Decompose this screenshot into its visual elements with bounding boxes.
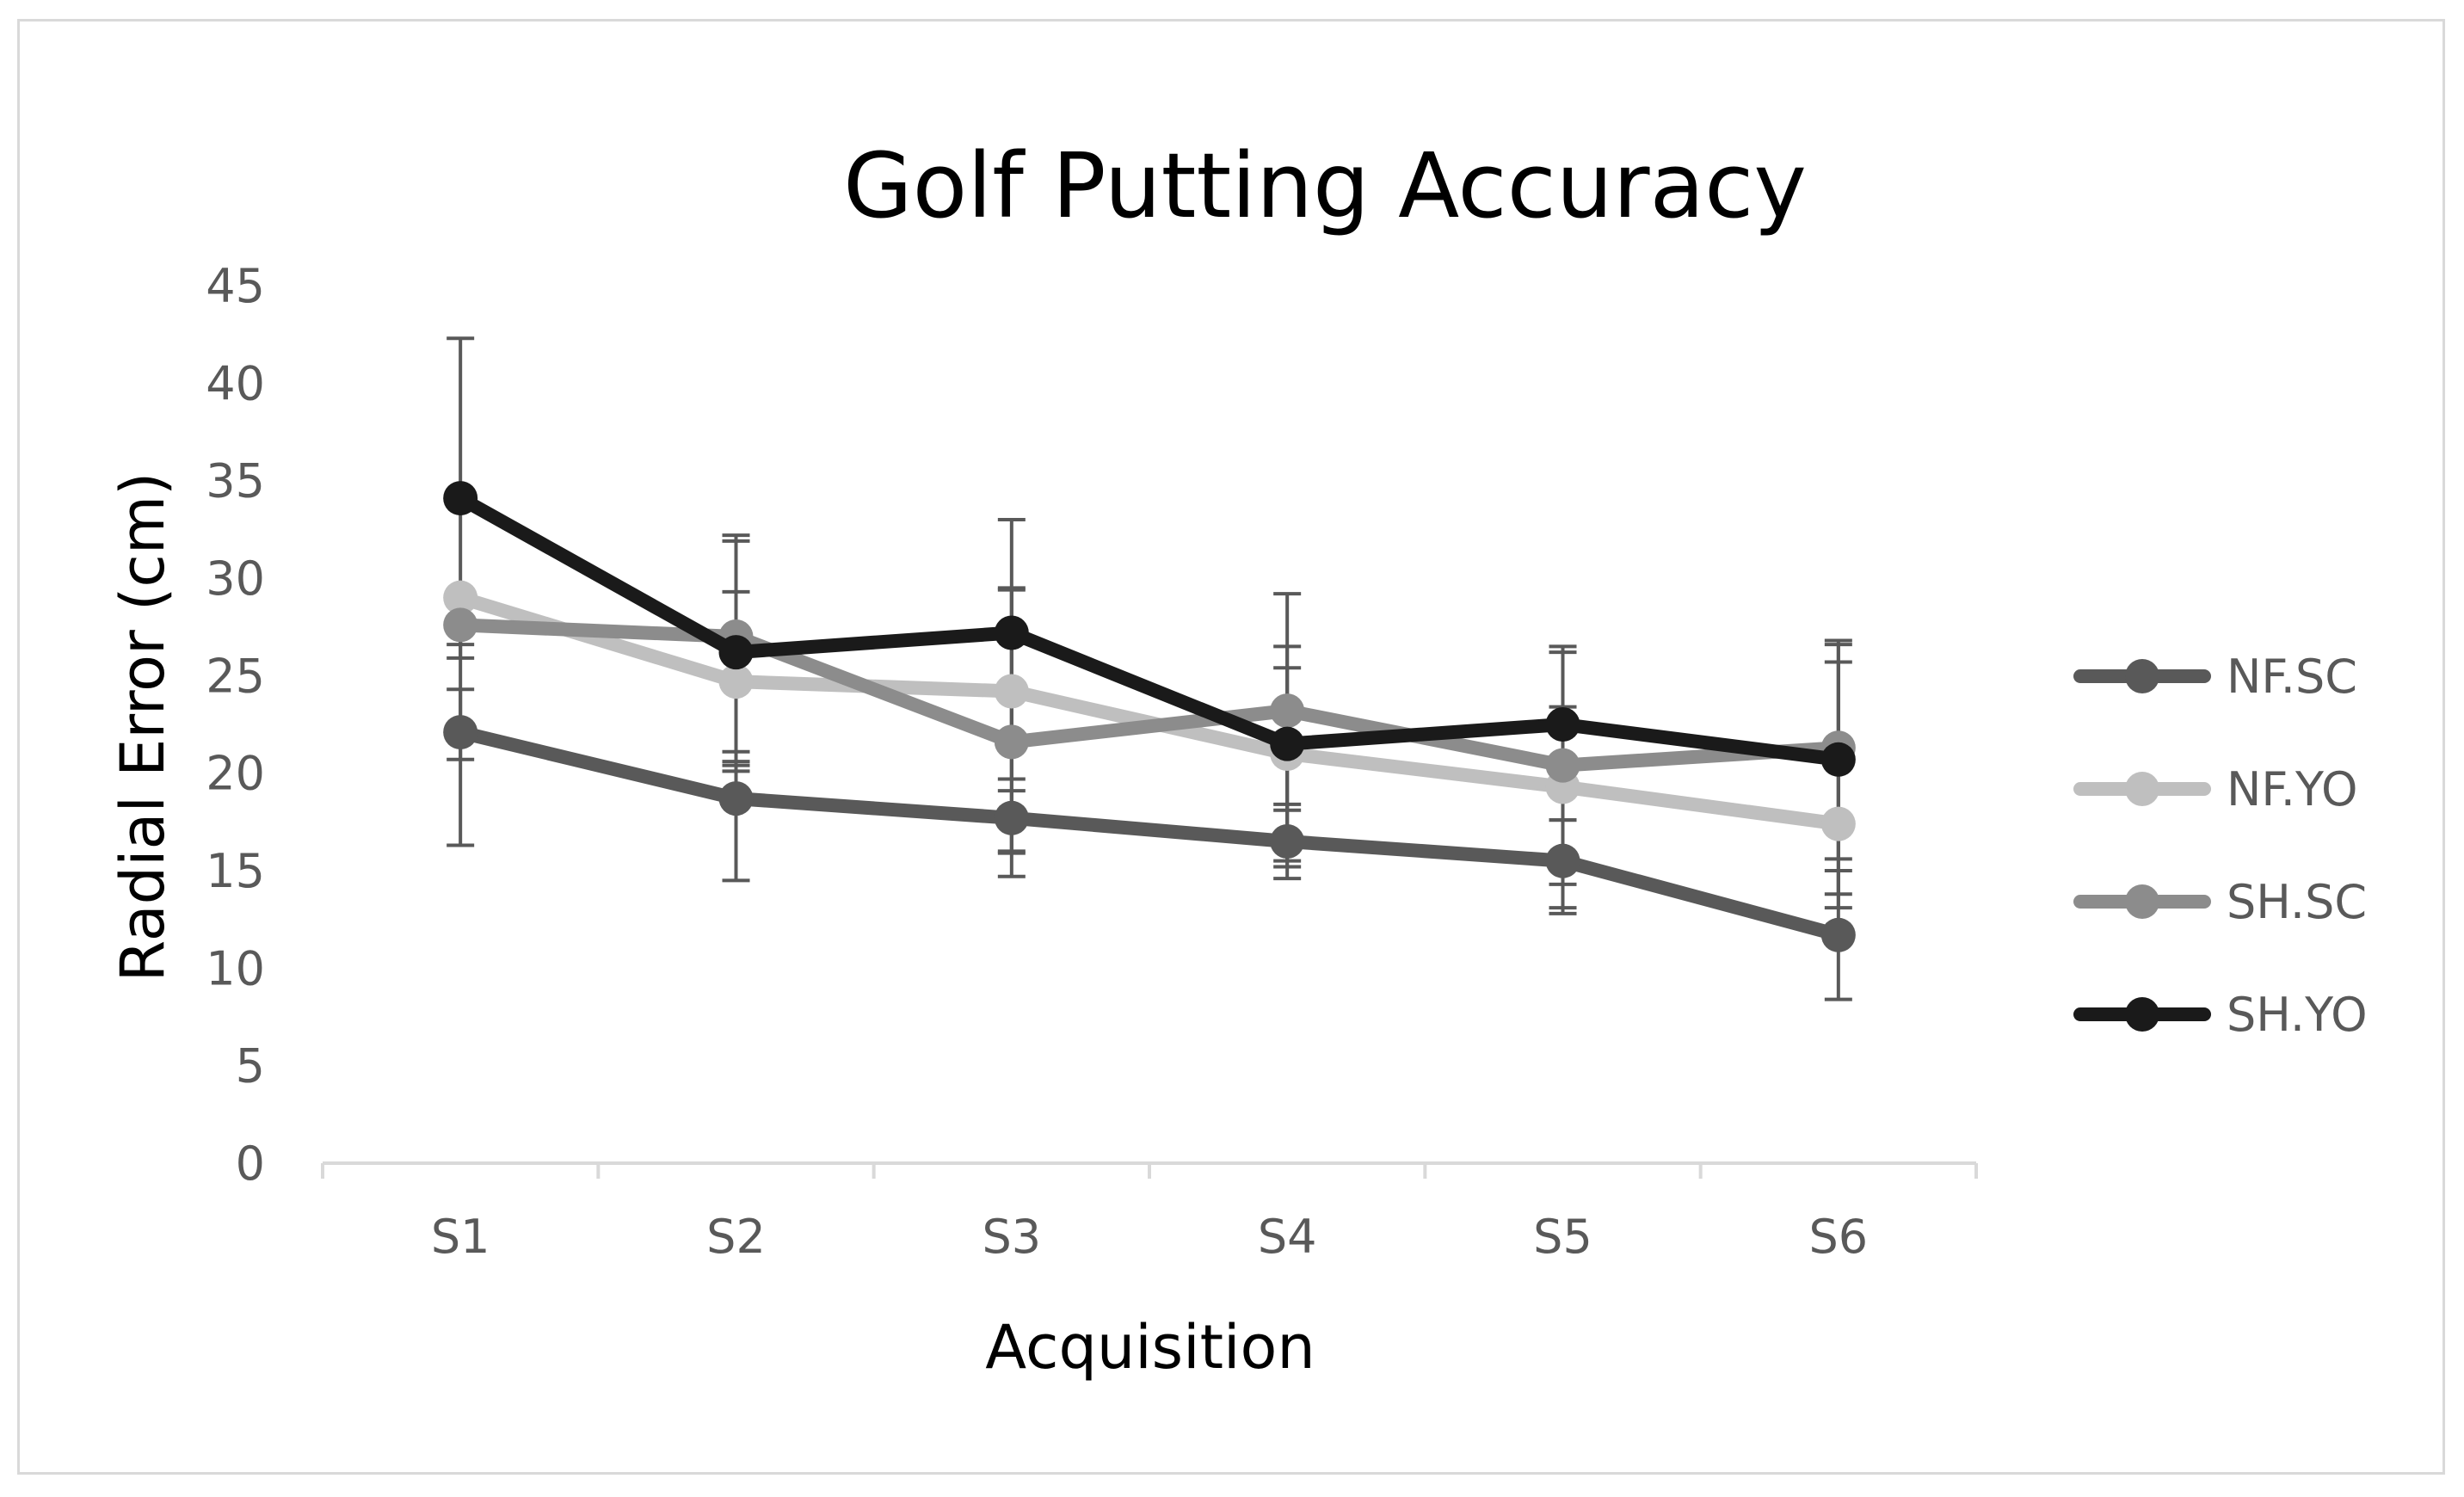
data-point-nf-sc	[1820, 917, 1856, 952]
data-point-sh-yo	[1545, 707, 1580, 742]
legend-marker-sh-sc	[2125, 884, 2159, 919]
data-point-sh-yo	[1820, 742, 1856, 777]
series-line-sh-yo	[453, 491, 1845, 767]
y-tick-label: 20	[206, 747, 265, 801]
data-point-sh-sc	[443, 607, 478, 643]
x-tick-label: S2	[706, 1210, 766, 1264]
legend-marker-nf-sc	[2125, 659, 2159, 693]
y-tick-label: 40	[206, 356, 265, 410]
legend-label-sh-sc: SH.SC	[2227, 875, 2367, 929]
data-point-sh-yo	[443, 481, 478, 516]
y-tick-label: 35	[206, 454, 265, 508]
chart-title: Golf Putting Accuracy	[843, 133, 1807, 238]
data-point-nf-sc	[443, 715, 478, 750]
data-point-sh-yo	[718, 635, 754, 670]
y-tick-label: 15	[206, 844, 265, 898]
legend-label-nf-yo: NF.YO	[2227, 762, 2357, 816]
y-axis-title: Radial Error (cm)	[108, 472, 178, 983]
data-point-nf-sc	[1270, 824, 1305, 859]
series-line-sh-sc	[453, 618, 1845, 773]
x-tick-label: S3	[983, 1210, 1042, 1264]
data-point-sh-sc	[1545, 748, 1580, 783]
legend-marker-nf-yo	[2125, 772, 2159, 806]
data-point-nf-yo	[443, 580, 478, 615]
y-tick-label: 30	[206, 551, 265, 606]
x-axis-title: Acquisition	[985, 1312, 1315, 1383]
series-line-nf-sc	[453, 725, 1845, 942]
data-point-nf-sc	[1545, 843, 1580, 878]
data-point-nf-sc	[994, 800, 1029, 835]
data-point-sh-sc	[994, 724, 1029, 760]
y-tick-label: 10	[206, 941, 265, 995]
data-point-sh-yo	[994, 615, 1029, 650]
y-tick-label: 45	[206, 259, 265, 313]
legend-marker-sh-yo	[2125, 997, 2159, 1032]
x-tick-label: S5	[1533, 1210, 1592, 1264]
y-tick-label: 25	[206, 649, 265, 703]
data-point-nf-yo	[1820, 806, 1856, 841]
x-tick-label: S6	[1809, 1210, 1869, 1264]
data-point-sh-sc	[1270, 693, 1305, 729]
x-tick-label: S4	[1258, 1210, 1317, 1264]
data-point-nf-yo	[994, 674, 1029, 709]
y-tick-label: 0	[236, 1137, 265, 1191]
legend-label-nf-sc: NF.SC	[2227, 650, 2357, 704]
data-point-nf-yo	[718, 664, 754, 699]
data-point-nf-sc	[718, 781, 754, 816]
legend-label-sh-yo: SH.YO	[2227, 988, 2368, 1042]
data-point-sh-yo	[1270, 726, 1305, 761]
y-tick-label: 5	[236, 1039, 265, 1093]
x-tick-label: S1	[431, 1210, 490, 1264]
